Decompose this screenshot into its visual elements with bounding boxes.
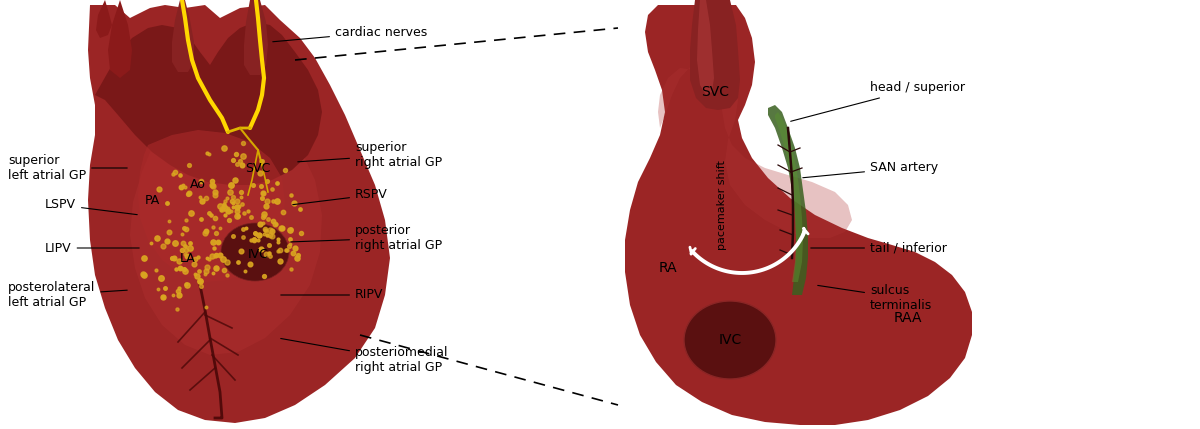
Polygon shape (690, 0, 740, 110)
Text: IVC: IVC (247, 248, 269, 262)
Text: cardiac nerves: cardiac nerves (272, 25, 427, 42)
Text: SAN artery: SAN artery (803, 161, 938, 178)
Text: LIPV: LIPV (46, 242, 139, 254)
Text: superior
right atrial GP: superior right atrial GP (298, 141, 442, 169)
Text: RA: RA (659, 261, 677, 275)
Polygon shape (625, 5, 972, 425)
Ellipse shape (221, 223, 289, 281)
Polygon shape (95, 22, 322, 185)
Polygon shape (88, 5, 390, 423)
Text: PA: PA (144, 193, 160, 206)
Text: posteriomedial
right atrial GP: posteriomedial right atrial GP (281, 338, 449, 374)
Text: head / superior: head / superior (791, 82, 965, 121)
Text: SVC: SVC (245, 161, 271, 175)
Text: RSPV: RSPV (293, 188, 388, 205)
Text: posterior
right atrial GP: posterior right atrial GP (290, 224, 442, 252)
Text: pacemaker shift: pacemaker shift (718, 160, 727, 250)
Polygon shape (244, 0, 268, 75)
Text: SVC: SVC (701, 85, 730, 99)
Text: LA: LA (180, 251, 196, 265)
Polygon shape (96, 0, 112, 38)
Text: RIPV: RIPV (281, 288, 383, 302)
Polygon shape (775, 112, 803, 282)
Ellipse shape (684, 301, 776, 379)
Text: LSPV: LSPV (46, 199, 137, 214)
Polygon shape (130, 88, 322, 355)
Text: RAA: RAA (894, 311, 923, 325)
Text: IVC: IVC (719, 333, 742, 347)
Text: superior
left atrial GP: superior left atrial GP (8, 154, 127, 182)
Polygon shape (108, 0, 132, 78)
Text: posterolateral
left atrial GP: posterolateral left atrial GP (8, 281, 127, 309)
Text: tail / inferior: tail / inferior (811, 242, 947, 254)
Text: sulcus
terminalis: sulcus terminalis (817, 284, 932, 312)
Polygon shape (697, 0, 714, 95)
Polygon shape (658, 58, 852, 238)
Polygon shape (138, 130, 286, 282)
Polygon shape (768, 105, 808, 295)
Text: Ao: Ao (190, 178, 206, 191)
Polygon shape (172, 0, 194, 72)
